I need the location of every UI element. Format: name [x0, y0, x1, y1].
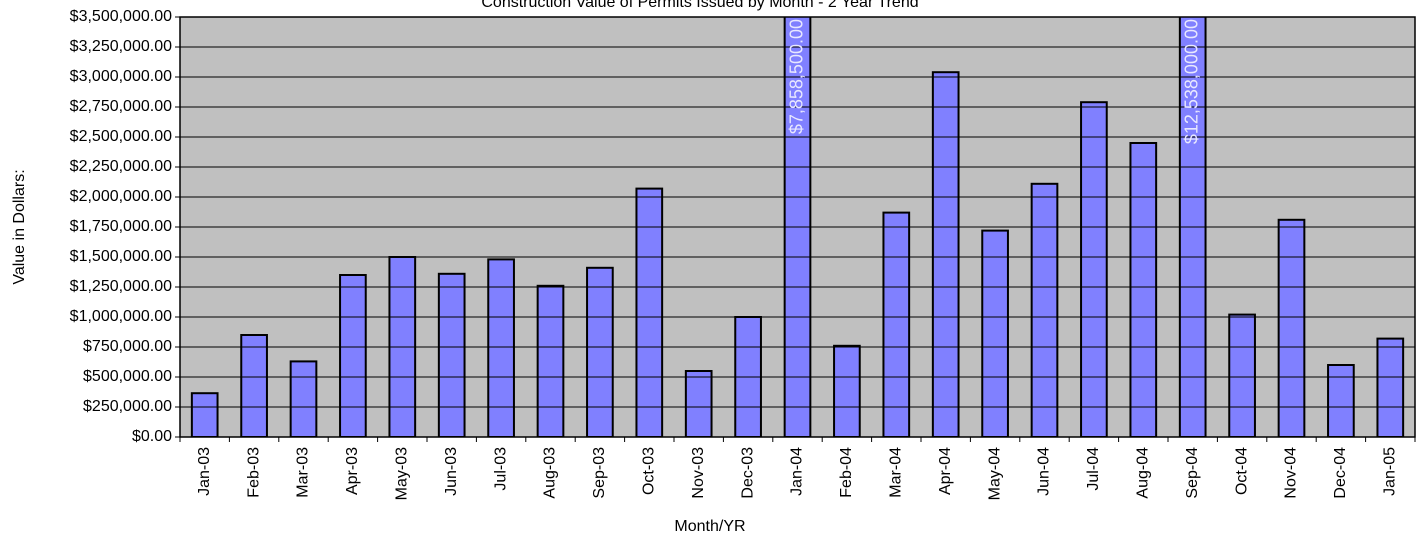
bar	[931, 71, 960, 437]
bar	[437, 272, 466, 437]
bar	[536, 284, 565, 437]
plot-border	[179, 16, 1416, 438]
x-tick-label: Jul-03	[492, 447, 509, 491]
x-tick-label: Jun-03	[443, 447, 460, 496]
y-tick-label: $2,000,000.00	[70, 188, 172, 205]
x-tick-label: Sep-03	[591, 447, 608, 499]
bar	[981, 229, 1009, 437]
y-tick-label: $2,750,000.00	[70, 98, 172, 115]
x-tick-label: Mar-03	[295, 447, 312, 498]
y-tick-label: $3,250,000.00	[70, 38, 172, 55]
bar	[1030, 182, 1059, 437]
x-tick-label: Aug-04	[1135, 447, 1152, 499]
y-tick-label: $2,250,000.00	[70, 158, 172, 175]
x-tick-label: Dec-03	[739, 447, 756, 499]
data-label: $12,538,000.00	[1181, 19, 1201, 144]
x-tick-label: Jan-04	[789, 447, 806, 496]
x-tick-label: Dec-04	[1332, 447, 1349, 499]
y-tick-label: $1,750,000.00	[70, 218, 172, 235]
y-tick-label: $3,500,000.00	[70, 8, 172, 25]
x-tick-label: Feb-04	[838, 447, 855, 498]
bar	[586, 266, 614, 437]
x-tick-label: Jul-04	[1085, 447, 1102, 491]
y-tick-label: $1,500,000.00	[70, 248, 172, 265]
x-tick-label: Oct-04	[1233, 447, 1250, 495]
y-tick-label: $1,000,000.00	[70, 308, 172, 325]
bar	[1376, 337, 1405, 437]
bar	[339, 274, 367, 437]
x-tick-label: Mar-04	[888, 447, 905, 498]
x-tick-label: Nov-04	[1283, 447, 1300, 499]
y-tick-label: $500,000.00	[83, 368, 172, 385]
x-axis-label: Month/YR	[674, 518, 745, 535]
x-tick-label: Sep-04	[1184, 447, 1201, 499]
y-tick-label: $3,000,000.00	[70, 68, 172, 85]
y-axis-label: Value in Dollars:	[11, 169, 28, 284]
y-tick-label: $0.00	[132, 428, 172, 445]
bar	[190, 392, 219, 437]
x-tick-label: Jan-03	[196, 447, 213, 496]
bar	[1277, 218, 1306, 437]
bar	[487, 258, 515, 437]
x-tick-label: May-03	[394, 447, 411, 500]
x-tick-label: Apr-03	[344, 447, 361, 495]
bar	[882, 211, 911, 437]
x-tick-label: Aug-03	[542, 447, 559, 499]
y-tick-label: $250,000.00	[83, 398, 172, 415]
y-tick-label: $1,250,000.00	[70, 278, 172, 295]
y-tick-label: $750,000.00	[83, 338, 172, 355]
x-tick-label: Apr-04	[937, 447, 954, 495]
bar	[833, 344, 861, 437]
bar	[1327, 364, 1355, 437]
bar	[635, 187, 664, 437]
bar	[240, 334, 268, 437]
data-label: $7,858,500.00	[786, 19, 806, 134]
x-tick-label: Nov-03	[690, 447, 707, 499]
chart-title: Construction Value of Permits Issued by …	[481, 0, 918, 11]
x-tick-label: May-04	[986, 447, 1003, 500]
bar	[1129, 142, 1158, 437]
bar	[1080, 101, 1108, 437]
x-tick-label: Jan-05	[1382, 447, 1399, 496]
bar	[1228, 313, 1256, 437]
x-tick-label: Oct-03	[641, 447, 658, 495]
x-tick-label: Feb-03	[245, 447, 262, 498]
x-tick-label: Jun-04	[1036, 447, 1053, 496]
y-tick-label: $2,500,000.00	[70, 128, 172, 145]
bar	[289, 360, 318, 437]
bar	[684, 370, 713, 437]
